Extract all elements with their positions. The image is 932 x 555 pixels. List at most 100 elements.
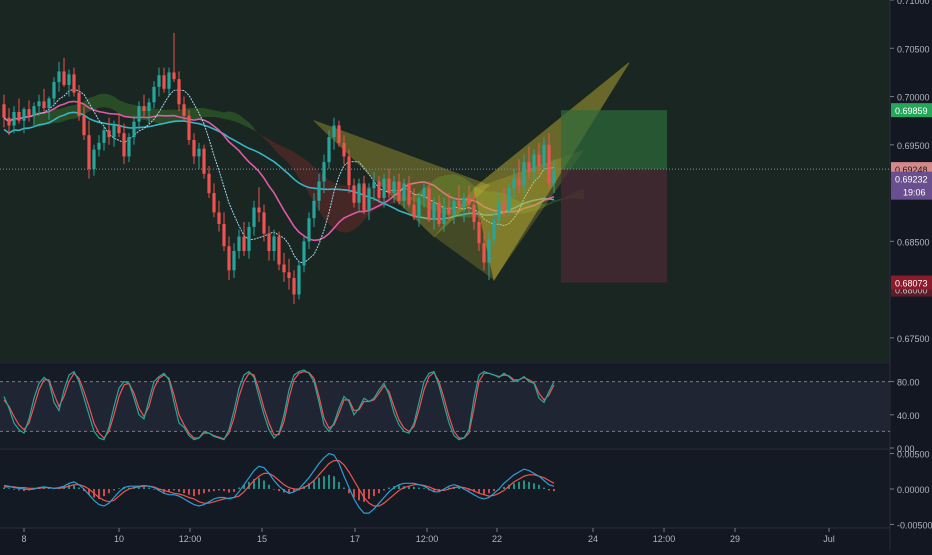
macd-bar-positive — [133, 488, 135, 489]
macd-bar-positive — [518, 481, 520, 489]
cloud-up-segment — [539, 203, 544, 210]
price-panel-bg — [0, 0, 890, 362]
cloud-up-segment — [409, 195, 414, 202]
macd-bar-negative — [373, 489, 375, 497]
cloud-down-segment — [274, 142, 279, 155]
macd-bar-negative — [378, 489, 380, 494]
cloud-up-segment — [124, 102, 129, 118]
macd-bar-negative — [358, 489, 360, 501]
candle-down — [202, 148, 206, 174]
macd-bar-positive — [333, 476, 335, 489]
macd-bar-negative — [178, 489, 180, 492]
candle-up — [332, 125, 336, 138]
candle-up — [312, 200, 316, 219]
cloud-up-segment — [219, 111, 224, 119]
macd-bar-negative — [483, 489, 485, 495]
target-price-badge-bg — [891, 103, 932, 118]
macd-bar-positive — [528, 481, 530, 489]
candle-down — [482, 243, 486, 263]
candle-down — [212, 193, 216, 213]
stoch-tick-label: 0.00 — [897, 444, 915, 454]
candle-down — [242, 236, 246, 251]
candle-down — [257, 207, 261, 213]
macd-bar-negative — [493, 489, 495, 492]
candle-down — [472, 204, 476, 223]
candle-up — [552, 170, 556, 184]
candle-up — [452, 200, 456, 215]
time-tick-label: 8 — [21, 534, 26, 544]
cloud-up-segment — [544, 202, 549, 208]
time-tick-label: 24 — [588, 534, 598, 544]
macd-bar-positive — [513, 483, 515, 489]
position-target-box — [561, 110, 667, 170]
cloud-down-segment — [284, 146, 289, 164]
macd-bar-positive — [118, 488, 120, 489]
macd-bar-positive — [423, 488, 425, 489]
macd-tick-label: -0.00500 — [897, 520, 932, 530]
candle-up — [12, 111, 16, 126]
cloud-up-segment — [39, 110, 44, 128]
macd-bar-negative — [83, 489, 85, 492]
cloud-down-segment — [339, 184, 344, 233]
cloud-up-segment — [104, 93, 109, 109]
candle-up — [442, 207, 446, 224]
candle-up — [402, 183, 406, 201]
macd-bar-positive — [408, 486, 410, 489]
candle-up — [272, 236, 276, 251]
cloud-up-segment — [479, 188, 484, 217]
candle-down — [447, 207, 451, 215]
cloud-up-segment — [489, 191, 494, 214]
macd-bar-positive — [143, 486, 145, 489]
macd-bar-negative — [363, 489, 365, 502]
macd-bar-negative — [203, 489, 205, 494]
cloud-up-segment — [44, 110, 49, 125]
candle-down — [547, 144, 551, 184]
cloud-down-segment — [304, 158, 309, 194]
candle-down — [517, 178, 521, 186]
macd-signal-line — [4, 460, 555, 507]
ma-long-line — [3, 111, 555, 220]
candle-down — [207, 173, 211, 194]
macd-bar-negative — [168, 489, 170, 492]
candle-up — [37, 101, 41, 107]
candle-up — [247, 226, 251, 251]
candle-down — [107, 130, 111, 138]
candle-down — [377, 181, 381, 198]
candle-down — [287, 272, 291, 279]
candle-up — [92, 149, 96, 169]
price-axis-bg — [890, 0, 932, 550]
candle-down — [187, 115, 191, 140]
macd-bar-negative — [198, 489, 200, 495]
macd-bar-negative — [213, 489, 215, 492]
cloud-up-segment — [94, 94, 99, 110]
cloud-up-segment — [554, 199, 559, 203]
candle-up — [127, 137, 131, 157]
candle-down — [387, 178, 391, 194]
macd-bar-positive — [388, 487, 390, 489]
macd-bar-positive — [273, 489, 275, 490]
candle-countdown: 19:06 — [903, 188, 926, 198]
candle-down — [352, 185, 356, 203]
candle-up — [47, 98, 51, 109]
last-price-badge-bg — [891, 171, 932, 200]
macd-bar-negative — [233, 489, 235, 492]
candle-down — [182, 104, 186, 116]
cloud-up-segment — [234, 112, 239, 124]
macd-bar-negative — [473, 489, 475, 492]
candle-down — [527, 162, 531, 172]
candle-up — [492, 220, 496, 240]
macd-bar-positive — [253, 479, 255, 489]
candle-down — [177, 79, 181, 105]
macd-bar-negative — [293, 489, 295, 492]
candle-up — [67, 74, 71, 85]
candle-down — [412, 204, 416, 218]
macd-bar-positive — [313, 480, 315, 489]
candle-up — [507, 188, 511, 211]
macd-bar-negative — [228, 489, 230, 493]
macd-bar-positive — [343, 487, 345, 489]
macd-bar-negative — [468, 489, 470, 491]
candle-up — [102, 130, 106, 143]
macd-bar-positive — [73, 485, 75, 489]
